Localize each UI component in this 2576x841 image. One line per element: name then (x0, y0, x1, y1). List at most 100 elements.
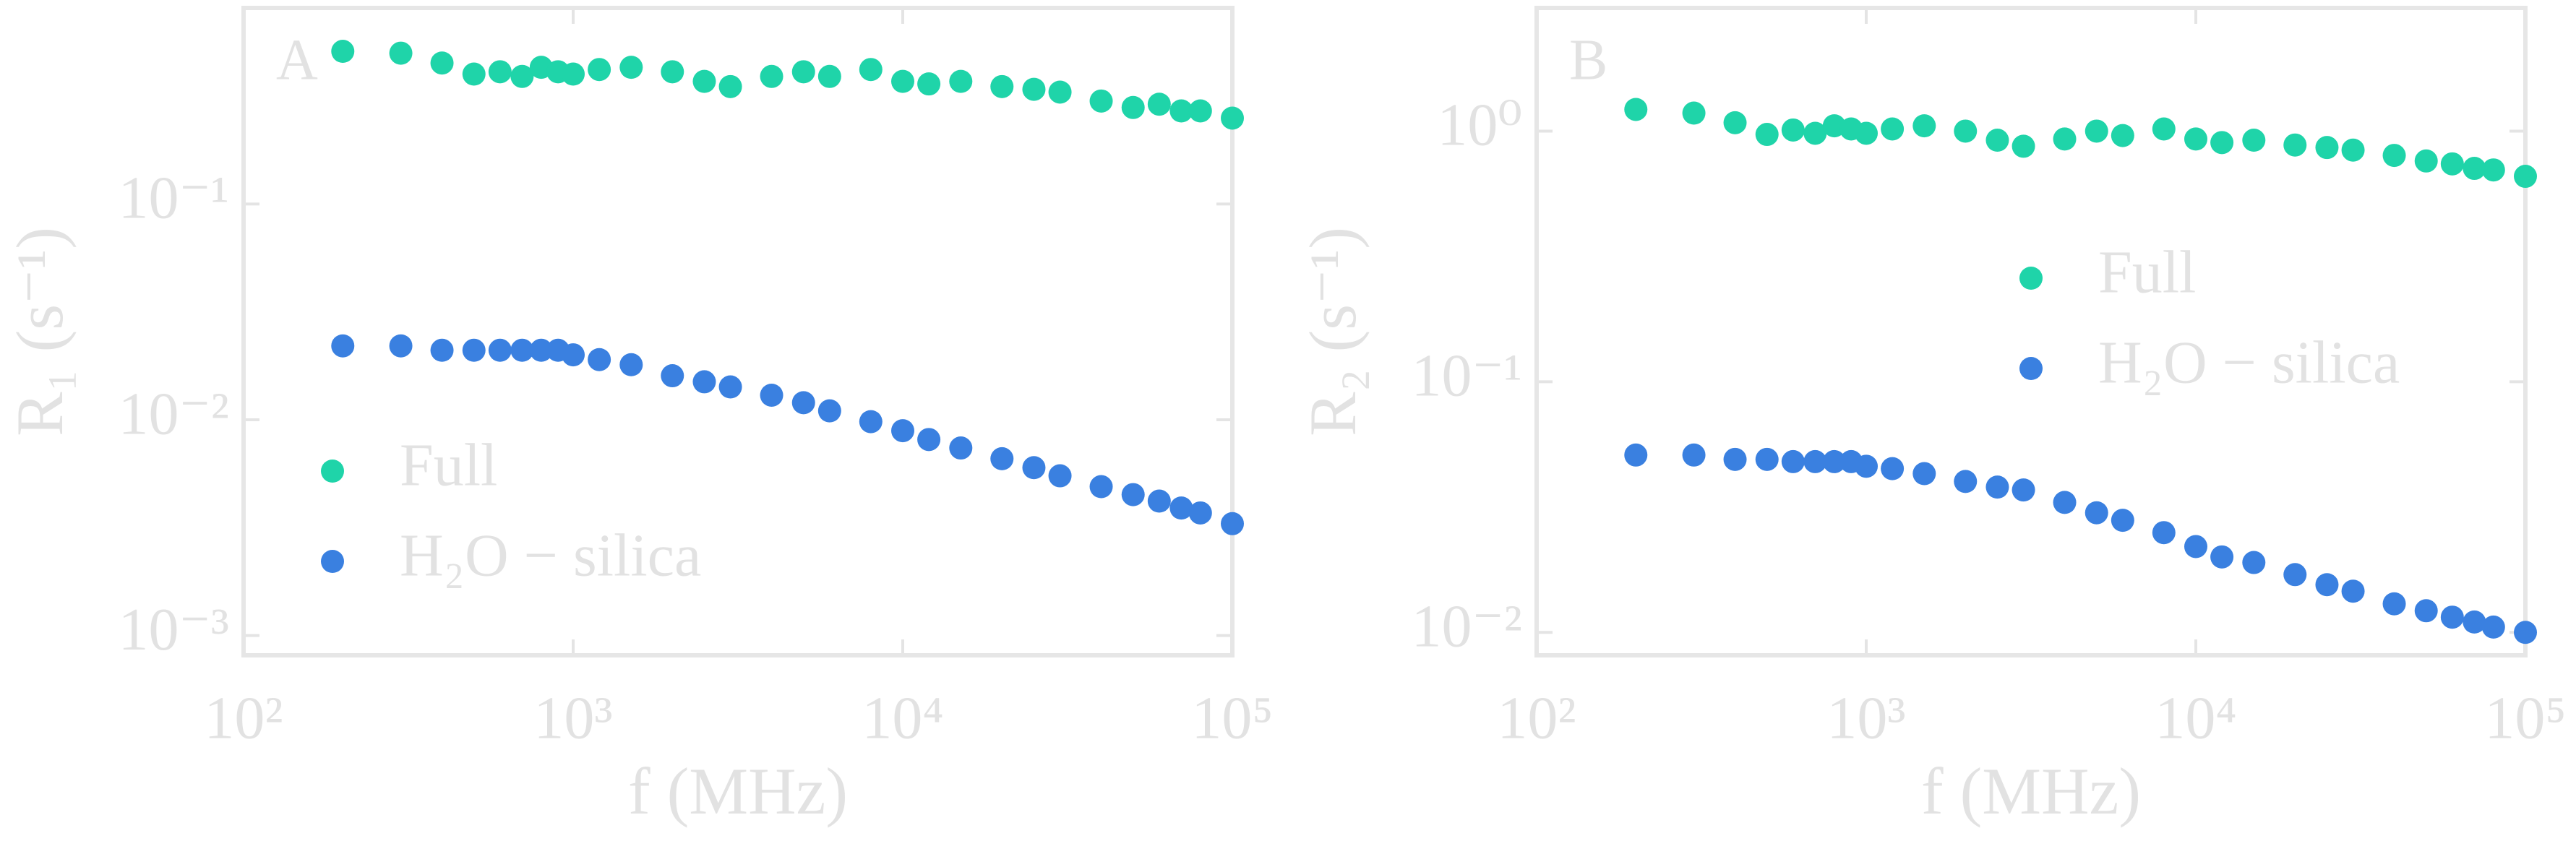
x-tick-label: 10³ (533, 684, 612, 751)
data-point (2053, 491, 2077, 514)
x-tick-label: 10³ (1826, 684, 1905, 751)
legend-marker (2019, 357, 2043, 380)
data-point (1169, 496, 1193, 520)
data-point (859, 410, 883, 434)
data-point (2152, 521, 2176, 545)
data-point (1624, 443, 1648, 467)
data-point (2242, 551, 2266, 574)
legend-marker (2019, 267, 2043, 290)
plot-frame (1534, 6, 2528, 657)
data-point (510, 338, 534, 362)
data-point (760, 64, 783, 88)
y-tick-label: 10⁻² (1411, 593, 1522, 660)
data-point (2210, 131, 2234, 155)
data-point (817, 399, 841, 423)
x-tick-label: 10² (204, 684, 283, 751)
x-tick-label: 10⁴ (2155, 684, 2236, 751)
data-point (1755, 123, 1779, 147)
data-point (2382, 144, 2406, 168)
data-point (588, 348, 611, 371)
data-point (2184, 127, 2207, 151)
x-axis-label: f (MHz) (628, 754, 848, 828)
data-point (1723, 447, 1747, 471)
data-point (2514, 621, 2537, 644)
data-point (1048, 464, 1072, 488)
data-point (1803, 449, 1827, 473)
data-point (1089, 475, 1113, 499)
x-tick-label: 10² (1497, 684, 1576, 751)
y-tick-label: 10⁻¹ (118, 165, 229, 232)
y-tick-label: 10⁻¹ (1411, 342, 1522, 410)
data-point (917, 428, 941, 452)
data-point (1855, 121, 1878, 145)
data-point (331, 334, 355, 358)
x-tick-label: 10⁵ (2484, 684, 2566, 751)
y-tick-label: 10⁻² (118, 380, 229, 447)
data-point (2341, 579, 2365, 603)
legend-marker (321, 460, 344, 483)
data-point (331, 40, 355, 64)
legend-label: Full (400, 431, 497, 499)
data-point (2414, 599, 2438, 623)
legend-label: H₂O − silica (2098, 329, 2400, 396)
data-point (2111, 124, 2134, 147)
data-point (2283, 563, 2307, 587)
data-point (2283, 133, 2307, 157)
data-point (2315, 573, 2339, 597)
data-point (2242, 129, 2266, 152)
data-point (488, 60, 512, 84)
data-point (562, 343, 585, 367)
data-point (619, 353, 643, 376)
data-point (718, 375, 742, 399)
data-point (1682, 443, 1706, 467)
data-point (1188, 501, 1212, 525)
data-point (718, 74, 742, 98)
data-point (2414, 149, 2438, 173)
data-point (1723, 111, 1747, 134)
x-tick-label: 10⁴ (862, 684, 943, 751)
data-point (891, 69, 914, 93)
x-tick-label: 10⁵ (1191, 684, 1273, 751)
data-point (529, 338, 553, 362)
data-point (389, 334, 413, 358)
data-point (510, 64, 534, 88)
data-point (1912, 114, 1936, 138)
data-point (891, 419, 914, 443)
data-point (562, 62, 585, 86)
data-point (760, 383, 783, 407)
x-axis-label: f (MHz) (1921, 754, 2141, 828)
data-point (791, 391, 815, 415)
data-point (619, 56, 643, 79)
data-point (692, 370, 716, 394)
data-point (791, 60, 815, 84)
data-point (2440, 152, 2464, 176)
data-point (1147, 489, 1171, 513)
data-point (488, 338, 512, 362)
data-point (1954, 119, 1978, 143)
data-point (1089, 89, 1113, 113)
data-point (2514, 165, 2537, 189)
data-point (859, 58, 883, 82)
data-point (2085, 119, 2108, 143)
data-point (2210, 545, 2234, 569)
data-point (2184, 535, 2207, 558)
data-point (389, 41, 413, 65)
data-point (1803, 121, 1827, 145)
data-point (1022, 456, 1046, 480)
data-point (1147, 92, 1171, 116)
data-point (1188, 99, 1212, 123)
data-point (588, 58, 611, 82)
legend-label: Full (2098, 238, 2196, 306)
data-point (990, 447, 1014, 470)
data-point (1954, 470, 1978, 493)
panel-label: A (276, 28, 318, 92)
data-point (1912, 462, 1936, 486)
legend-label: H₂O − silica (400, 522, 701, 589)
data-point (661, 364, 684, 388)
data-point (692, 69, 716, 93)
data-point (1221, 512, 1244, 535)
legend-marker (321, 550, 344, 573)
data-point (1985, 129, 2009, 152)
data-point (430, 338, 454, 362)
data-point (661, 60, 684, 84)
